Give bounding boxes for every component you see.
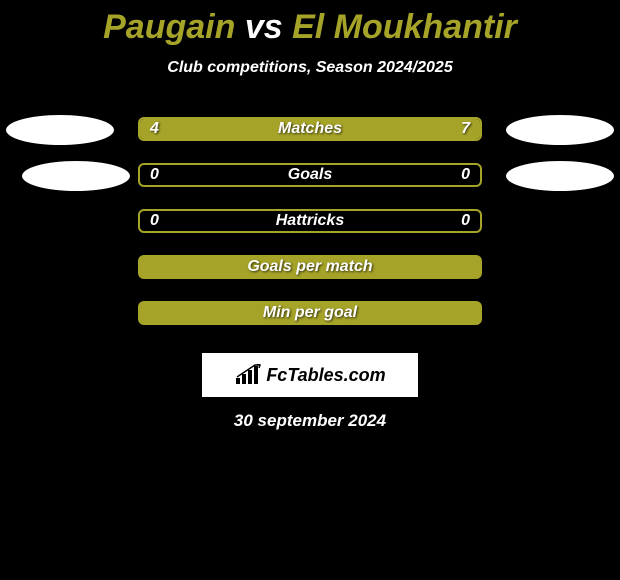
left-ellipse: [6, 115, 114, 145]
stat-label: Goals per match: [140, 258, 480, 276]
stat-row: Goals per match: [0, 251, 620, 297]
stat-bar: 47Matches: [138, 117, 482, 141]
stats-container: 47Matches 00Goals 00Hattricks Goals per mat…: [0, 113, 620, 343]
stat-bar: Goals per match: [138, 255, 482, 279]
stat-row: Min per goal: [0, 297, 620, 343]
stat-label: Goals: [140, 166, 480, 184]
player2-name: El Moukhantir: [292, 8, 517, 46]
logo-box: FcTables.com: [202, 353, 418, 397]
date-text: 30 september 2024: [0, 411, 620, 431]
stat-row: 00Hattricks: [0, 205, 620, 251]
left-ellipse: [22, 161, 130, 191]
right-ellipse: [506, 161, 614, 191]
stat-bar: Min per goal: [138, 301, 482, 325]
stat-row: 00Goals: [0, 159, 620, 205]
stat-label: Matches: [140, 120, 480, 138]
subtitle: Club competitions, Season 2024/2025: [0, 59, 620, 77]
stat-label: Min per goal: [140, 304, 480, 322]
stat-bar: 00Hattricks: [138, 209, 482, 233]
logo-text: FcTables.com: [266, 365, 385, 386]
right-ellipse: [506, 115, 614, 145]
player1-name: Paugain: [103, 8, 235, 46]
vs-text: vs: [245, 8, 283, 46]
comparison-title: Paugain vs El Moukhantir: [0, 0, 620, 47]
stat-bar: 00Goals: [138, 163, 482, 187]
stat-label: Hattricks: [140, 212, 480, 230]
logo-inner: FcTables.com: [234, 364, 385, 386]
logo-chart-icon: [234, 364, 262, 386]
stat-row: 47Matches: [0, 113, 620, 159]
